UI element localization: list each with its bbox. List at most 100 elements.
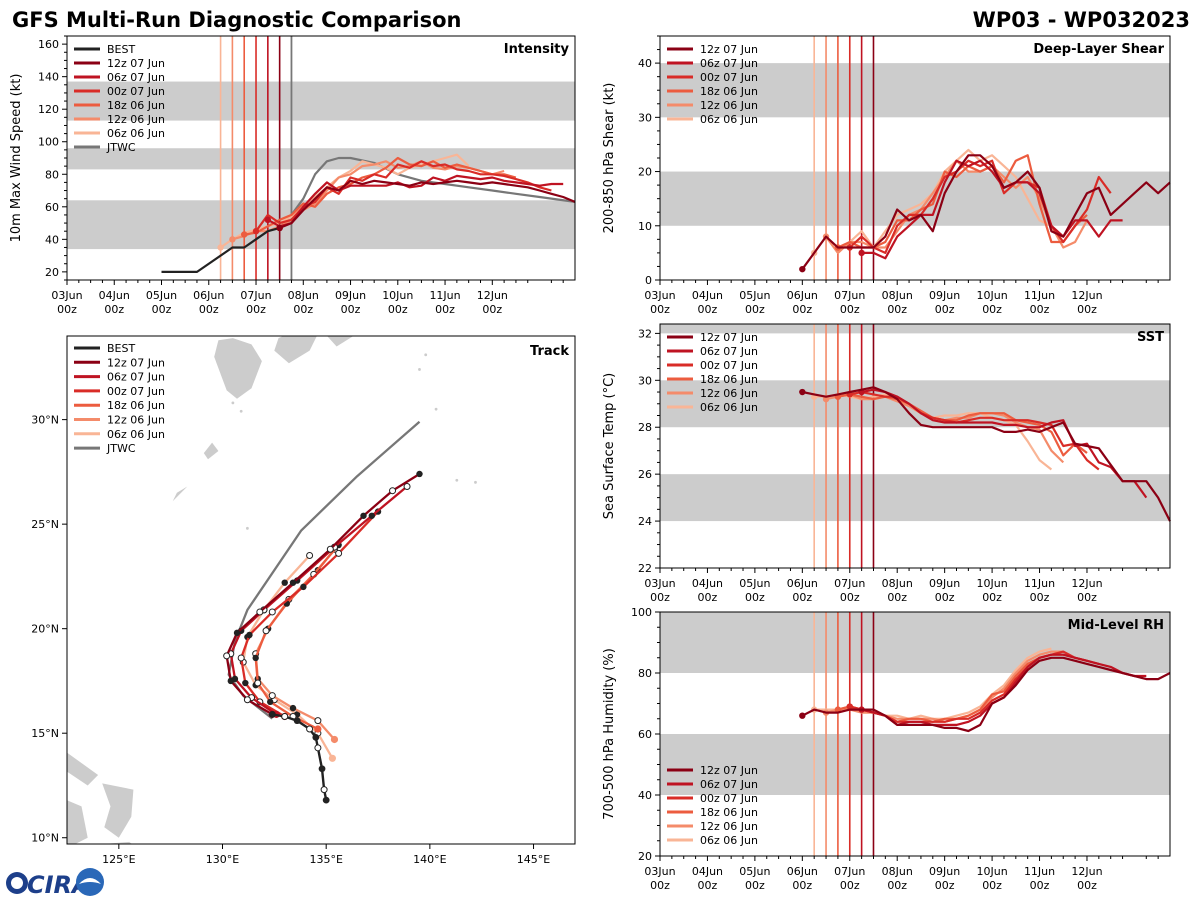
track-point-00z bbox=[281, 579, 288, 586]
track-legend-label: 06z 07 Jun bbox=[107, 371, 165, 384]
rh-xtick-hour: 00z bbox=[650, 879, 670, 892]
land-samar-leyte bbox=[102, 783, 134, 838]
track-point-00z bbox=[227, 677, 235, 685]
intensity-init-point-12z-06-jun bbox=[229, 236, 236, 243]
land-islet-3 bbox=[474, 480, 477, 484]
sst-xtick-hour: 00z bbox=[698, 591, 718, 604]
rh-ylabel: 700-500 hPa Humidity (%) bbox=[602, 648, 617, 820]
rh-xtick-date: 11Jun bbox=[1024, 865, 1055, 878]
rh-title: Mid-Level RH bbox=[1068, 618, 1164, 633]
sst-xtick-hour: 00z bbox=[840, 591, 860, 604]
land-japan-kyushu bbox=[214, 338, 262, 399]
track-frame bbox=[66, 335, 576, 845]
shear-xtick-hour: 00z bbox=[1030, 303, 1050, 316]
best-point-12z bbox=[314, 744, 322, 752]
sst-band-0 bbox=[660, 474, 1170, 522]
track-xtick-label: 135°E bbox=[309, 853, 342, 866]
intensity-legend-label: 12z 07 Jun bbox=[107, 57, 165, 70]
shear-legend-label: 18z 06 Jun bbox=[700, 85, 758, 98]
intensity-xtick-date: 06Jun bbox=[193, 289, 224, 302]
sst-legend-label: 06z 07 Jun bbox=[700, 345, 758, 358]
track-point-00z bbox=[242, 679, 249, 687]
intensity-current-point bbox=[276, 224, 283, 232]
rh-xtick-hour: 00z bbox=[840, 879, 860, 892]
track-start-point bbox=[330, 735, 339, 744]
rh-xtick-date: 03Jun bbox=[644, 865, 675, 878]
track-legend-label: 18z 06 Jun bbox=[107, 399, 165, 412]
shear-xtick-hour: 00z bbox=[698, 303, 718, 316]
rh-xtick-hour: 00z bbox=[792, 879, 812, 892]
rh-xtick-date: 08Jun bbox=[882, 865, 913, 878]
rh-xtick-hour: 00z bbox=[887, 879, 907, 892]
track-legend-label: 12z 07 Jun bbox=[107, 356, 165, 369]
sst-xtick-date: 08Jun bbox=[882, 577, 913, 590]
rh-xtick-hour: 00z bbox=[698, 879, 718, 892]
sst-xtick-date: 05Jun bbox=[739, 577, 770, 590]
shear-ytick-label: 0 bbox=[645, 274, 652, 287]
best-point-00z bbox=[322, 796, 330, 804]
shear-legend-label: 12z 07 Jun bbox=[700, 43, 758, 56]
sst-ylabel: Sea Surface Temp (°C) bbox=[602, 373, 617, 520]
sst-ytick-label: 28 bbox=[638, 421, 652, 434]
shear-xtick-hour: 00z bbox=[745, 303, 765, 316]
land-islet-7 bbox=[239, 409, 243, 413]
intensity-legend-label: 12z 06 Jun bbox=[107, 113, 165, 126]
track-point-12z bbox=[326, 545, 334, 553]
intensity-xtick-hour: 00z bbox=[246, 303, 266, 316]
track-point-00z bbox=[368, 512, 375, 519]
track-point-00z bbox=[300, 583, 307, 591]
track-point-12z bbox=[306, 552, 314, 560]
shear-series-18z-06-jun bbox=[837, 154, 1088, 249]
best-point-00z bbox=[268, 710, 276, 718]
track-ytick-label: 10°N bbox=[31, 832, 59, 845]
track-series-06z-07-jun bbox=[229, 485, 408, 716]
cira-logo-ring-icon bbox=[11, 877, 23, 889]
shear-ytick-label: 20 bbox=[638, 166, 652, 179]
sst-xtick-date: 04Jun bbox=[692, 577, 723, 590]
best-point-00z bbox=[293, 717, 301, 725]
shear-ytick-label: 10 bbox=[638, 220, 652, 233]
intensity-legend-label: JTWC bbox=[106, 141, 136, 154]
sst-xtick-date: 09Jun bbox=[929, 577, 960, 590]
rh-legend-label: 12z 06 Jun bbox=[700, 820, 758, 833]
track-ytick-label: 30°N bbox=[31, 414, 59, 427]
best-point-00z bbox=[318, 765, 326, 773]
intensity-xtick-hour: 00z bbox=[104, 303, 124, 316]
land-visayas bbox=[67, 800, 88, 844]
shear-legend-label: 12z 06 Jun bbox=[700, 99, 758, 112]
intensity-ylabel: 10m Max Wind Speed (kt) bbox=[9, 74, 24, 243]
rh-xtick-date: 06Jun bbox=[787, 865, 818, 878]
intensity-ytick-label: 60 bbox=[45, 201, 59, 214]
track-ytick-label: 20°N bbox=[31, 623, 59, 636]
track-point-00z bbox=[252, 654, 259, 662]
intensity-xtick-date: 08Jun bbox=[288, 289, 319, 302]
land-japan-shikoku bbox=[274, 336, 317, 364]
rh-xtick-date: 10Jun bbox=[976, 865, 1007, 878]
sst-legend-label: 12z 07 Jun bbox=[700, 331, 758, 344]
intensity-xtick-date: 04Jun bbox=[99, 289, 130, 302]
shear-xtick-date: 10Jun bbox=[976, 289, 1007, 302]
shear-ytick-label: 30 bbox=[638, 111, 652, 124]
sst-xtick-hour: 00z bbox=[1030, 591, 1050, 604]
intensity-xtick-date: 07Jun bbox=[240, 289, 271, 302]
track-point-00z bbox=[289, 579, 297, 586]
track-point-00z bbox=[416, 470, 423, 478]
sst-legend-label: 00z 07 Jun bbox=[700, 359, 758, 372]
track-panel: 125°E 130°E 135°E 140°E 145°E 10°N 15°N 20°N 25°… bbox=[31, 335, 576, 866]
sst-series-06z-07-jun bbox=[861, 388, 1148, 499]
sst-xtick-hour: 00z bbox=[887, 591, 907, 604]
sst-xtick-date: 03Jun bbox=[644, 577, 675, 590]
intensity-legend-label: 00z 07 Jun bbox=[107, 85, 165, 98]
sst-init-point-12z-07-jun bbox=[799, 388, 806, 396]
sst-xtick-hour: 00z bbox=[982, 591, 1002, 604]
rh-band-0 bbox=[660, 734, 1170, 795]
land-japan-honshu bbox=[243, 336, 354, 347]
intensity-band-1 bbox=[67, 148, 575, 170]
intensity-xtick-hour: 00z bbox=[435, 303, 455, 316]
track-point-00z bbox=[246, 631, 253, 639]
intensity-xtick-date: 12Jun bbox=[477, 289, 508, 302]
rh-xtick-hour: 00z bbox=[982, 879, 1002, 892]
sst-legend-label: 06z 06 Jun bbox=[700, 401, 758, 414]
sst-xtick-hour: 00z bbox=[1077, 591, 1097, 604]
